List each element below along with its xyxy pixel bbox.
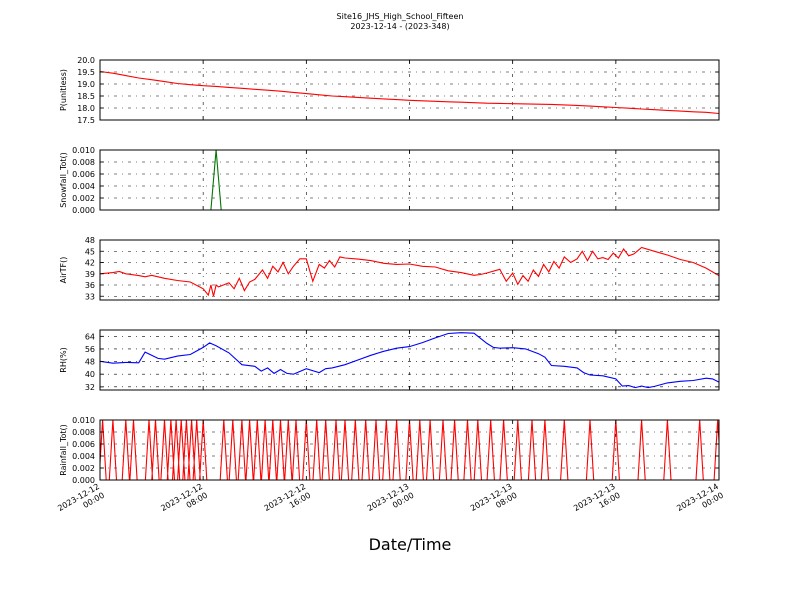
x-tick-label: 2023-12-1400:00 <box>675 482 725 522</box>
panel-2: 33 36 39 42 45 48 AirTF() <box>59 236 720 301</box>
y-tick-label: 56 <box>85 345 95 354</box>
y-tick-label: 17.5 <box>77 116 95 125</box>
y-tick-label: 19.5 <box>77 68 95 77</box>
y-axis-label: RH(%) <box>59 347 68 372</box>
y-tick-label: 0.000 <box>72 206 95 215</box>
y-axis-label: P(unitless) <box>59 69 68 111</box>
panel-0: 17.5 18.0 18.5 19.0 19.5 20.0 P(unitless) <box>59 56 720 125</box>
y-tick-label: 18.5 <box>77 92 95 101</box>
x-tick-label: 2023-12-1200:00 <box>56 482 106 522</box>
y-tick-label: 0.004 <box>72 452 95 461</box>
y-tick-label: 36 <box>85 281 95 290</box>
x-tick-label: 2023-12-1208:00 <box>159 482 209 522</box>
y-tick-label: 33 <box>85 292 95 301</box>
y-tick-label: 18.0 <box>77 104 95 113</box>
x-tick-label: 2023-12-1308:00 <box>469 482 519 522</box>
y-tick-label: 19.0 <box>77 80 95 89</box>
y-tick-label: 32 <box>85 383 95 392</box>
y-tick-label: 48 <box>85 358 95 367</box>
y-tick-label: 0.004 <box>72 182 95 191</box>
x-tick-label: 2023-12-1216:00 <box>263 482 313 522</box>
y-tick-label: 40 <box>85 370 95 379</box>
series-line-3-0 <box>100 332 719 389</box>
y-tick-label: 42 <box>85 259 95 268</box>
series-spikes-4 <box>100 419 719 481</box>
chart-title: Site16_JHS_High_School_Fifteen <box>337 12 464 21</box>
x-tick-label: 2023-12-1316:00 <box>572 482 622 522</box>
y-tick-label: 0.002 <box>72 194 95 203</box>
chart-subtitle: 2023-12-14 - (2023-348) <box>350 22 449 31</box>
y-tick-label: 0.008 <box>72 428 95 437</box>
panel-4: 0.000 0.002 0.004 0.006 0.008 0.010 Rainfall_T… <box>59 416 720 485</box>
series-line-2-0 <box>100 246 719 297</box>
y-tick-label: 0.006 <box>72 170 95 179</box>
panels: 17.5 18.0 18.5 19.0 19.5 20.0 P(unitless) 0.000… <box>59 56 720 485</box>
x-tick-labels: 2023-12-1200:00 2023-12-1208:00 2023-12-12… <box>56 482 725 522</box>
x-axis-label: Date/Time <box>369 535 452 554</box>
y-tick-label: 0.008 <box>72 158 95 167</box>
panel-1: 0.000 0.002 0.004 0.006 0.008 0.010 Snowfall_T… <box>59 146 720 215</box>
y-tick-label: 64 <box>85 332 95 341</box>
x-tick-label: 2023-12-1300:00 <box>366 482 416 522</box>
y-axis-label: AirTF() <box>59 257 68 284</box>
y-tick-label: 48 <box>85 236 95 245</box>
y-tick-label: 20.0 <box>77 56 95 65</box>
y-tick-label: 45 <box>85 247 95 256</box>
panel-3: 32 40 48 56 64 RH(%) <box>59 329 720 392</box>
y-tick-label: 0.002 <box>72 464 95 473</box>
y-axis-label: Snowfall_Tot() <box>59 152 68 208</box>
y-tick-label: 0.006 <box>72 440 95 449</box>
y-tick-label: 0.010 <box>72 146 95 155</box>
series-line-0-0 <box>100 70 719 115</box>
y-tick-label: 39 <box>85 270 95 279</box>
y-axis-label: Rainfall_Tot() <box>59 424 68 476</box>
y-tick-label: 0.000 <box>72 476 95 485</box>
y-tick-label: 0.010 <box>72 416 95 425</box>
